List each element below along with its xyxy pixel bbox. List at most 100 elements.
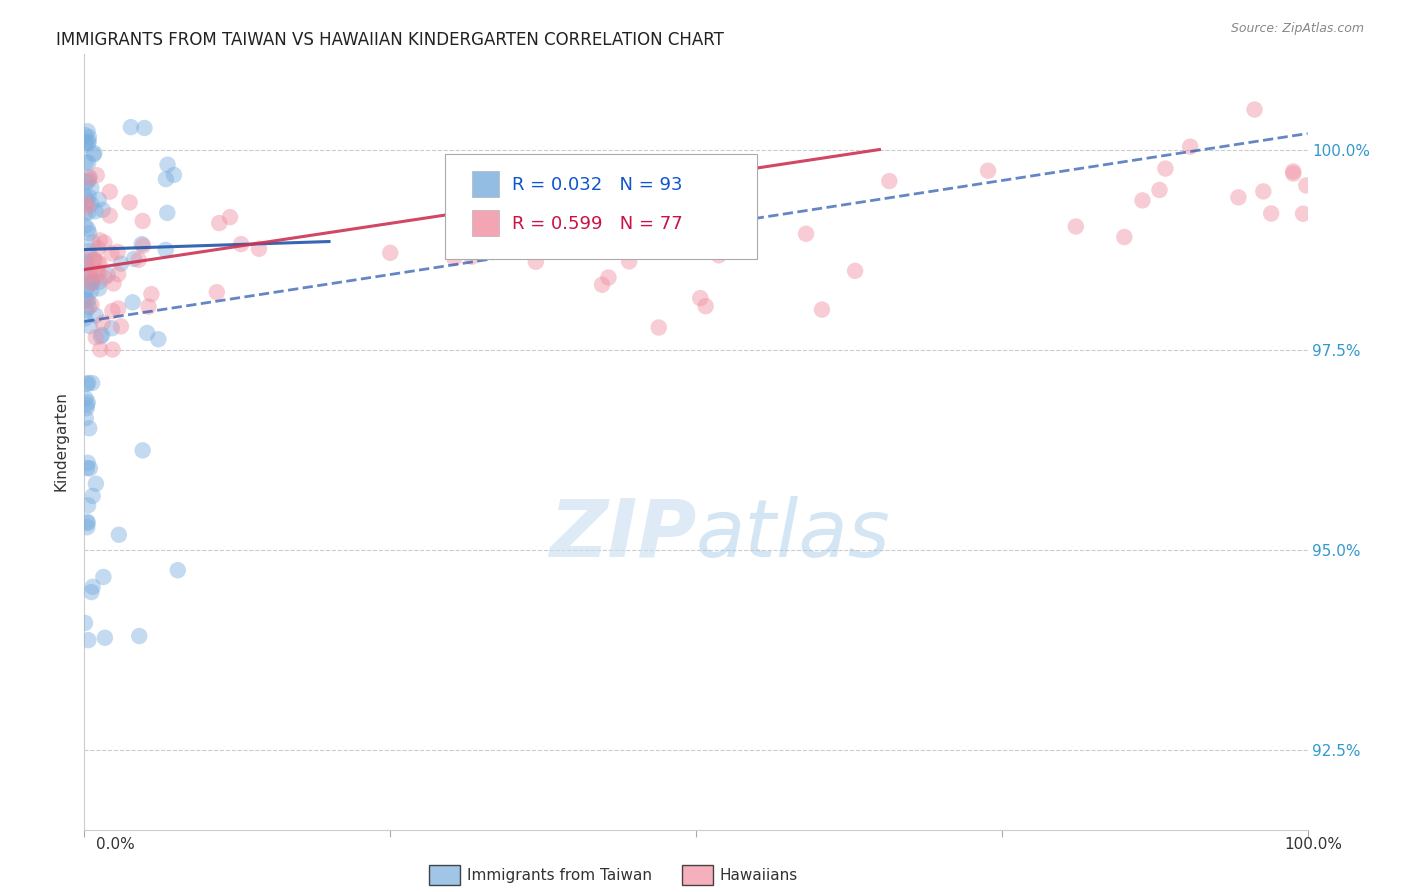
Point: [77, 171, 100, 186]
Text: ZIP: ZIP: [548, 496, 696, 574]
FancyBboxPatch shape: [472, 171, 499, 197]
Point: [97, 268, 120, 282]
Point: [76, 401, 98, 416]
Point: [79, 170, 101, 185]
Point: [75, 254, 97, 268]
Point: [80, 180, 103, 194]
Point: [727, 190, 749, 204]
Point: [100, 246, 122, 260]
Point: [156, 158, 179, 172]
Point: [107, 244, 129, 259]
Point: [229, 237, 252, 252]
Point: [1154, 161, 1177, 176]
Point: [75, 135, 97, 149]
Point: [77, 155, 100, 169]
Point: [84, 204, 107, 219]
Text: IMMIGRANTS FROM TAIWAN VS HAWAIIAN KINDERGARTEN CORRELATION CHART: IMMIGRANTS FROM TAIWAN VS HAWAIIAN KINDE…: [56, 31, 724, 49]
Point: [77, 189, 100, 203]
Point: [94, 631, 117, 645]
Point: [73, 311, 96, 326]
Text: R = 0.032   N = 93: R = 0.032 N = 93: [513, 177, 683, 194]
Point: [76, 395, 98, 409]
Point: [79, 461, 101, 475]
Point: [84, 309, 107, 323]
Point: [75, 196, 97, 211]
Point: [77, 244, 100, 259]
Point: [132, 238, 155, 252]
Point: [138, 300, 160, 314]
Point: [380, 245, 402, 260]
Point: [77, 130, 100, 145]
Point: [118, 195, 141, 210]
Point: [86, 255, 108, 269]
Point: [120, 120, 142, 135]
Point: [166, 563, 188, 577]
Point: [591, 277, 613, 292]
Point: [108, 527, 131, 541]
Point: [87, 275, 110, 289]
Text: atlas: atlas: [696, 496, 891, 574]
Point: [75, 282, 97, 296]
Point: [75, 128, 97, 143]
Point: [617, 254, 640, 268]
Point: [77, 222, 100, 236]
Point: [75, 411, 97, 425]
Point: [131, 214, 153, 228]
Point: [73, 189, 96, 203]
Point: [87, 266, 110, 280]
Point: [77, 421, 100, 435]
Point: [77, 206, 100, 220]
Point: [73, 219, 96, 233]
Point: [86, 264, 108, 278]
Point: [219, 210, 242, 224]
Point: [1180, 139, 1202, 153]
Point: [247, 242, 270, 256]
Point: [76, 516, 98, 530]
Point: [131, 237, 153, 252]
Point: [82, 489, 104, 503]
Point: [156, 206, 179, 220]
Point: [80, 585, 103, 599]
Point: [93, 235, 115, 250]
Point: [77, 226, 100, 240]
Point: [80, 197, 103, 211]
Point: [75, 175, 97, 189]
FancyBboxPatch shape: [472, 211, 499, 235]
Point: [811, 302, 834, 317]
Point: [134, 120, 156, 135]
Point: [1227, 190, 1250, 204]
Point: [1064, 219, 1087, 234]
Point: [141, 287, 163, 301]
Point: [676, 209, 699, 223]
Point: [87, 193, 110, 207]
Point: [648, 320, 671, 334]
Point: [524, 254, 547, 268]
Point: [443, 251, 465, 265]
Point: [73, 137, 96, 152]
Point: [77, 300, 100, 314]
Point: [73, 615, 96, 630]
Text: Source: ZipAtlas.com: Source: ZipAtlas.com: [1230, 22, 1364, 36]
Point: [76, 461, 98, 475]
Point: [121, 295, 143, 310]
Point: [80, 276, 103, 290]
Point: [1260, 206, 1282, 220]
Point: [879, 174, 901, 188]
Point: [128, 252, 150, 267]
Point: [82, 252, 104, 267]
Point: [89, 257, 111, 271]
Point: [1149, 183, 1171, 197]
Point: [76, 194, 98, 208]
Text: 100.0%: 100.0%: [1285, 838, 1343, 852]
Point: [1282, 167, 1305, 181]
Point: [155, 172, 177, 186]
Point: [75, 302, 97, 317]
Point: [77, 293, 100, 308]
Point: [110, 257, 132, 271]
Point: [107, 267, 129, 281]
Point: [93, 570, 115, 584]
Point: [75, 290, 97, 304]
Point: [1253, 185, 1275, 199]
Text: Immigrants from Taiwan: Immigrants from Taiwan: [467, 868, 652, 882]
Point: [79, 263, 101, 277]
